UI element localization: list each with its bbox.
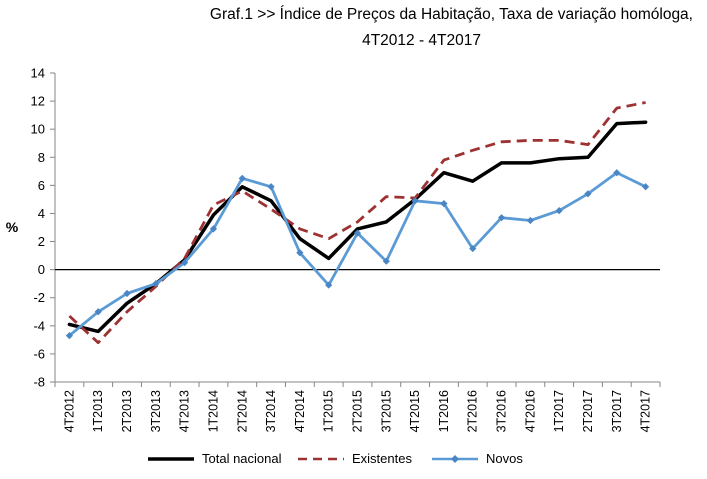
y-tick-label: 0 — [38, 262, 45, 277]
x-tick-label: 2T2013 — [120, 390, 134, 432]
legend-label: Existentes — [352, 451, 412, 466]
chart-subtitle: 4T2012 - 4T2017 — [362, 32, 481, 49]
y-tick-label: 2 — [38, 234, 45, 249]
legend-swatch-total-nacional — [148, 456, 194, 461]
x-tick-label: 2T2016 — [466, 390, 480, 432]
chart-legend: Total nacional Existentes Novos — [0, 451, 707, 475]
series-line-novos — [68, 171, 647, 338]
x-tick-label: 4T2016 — [523, 390, 537, 432]
x-tick-label: 3T2016 — [495, 390, 509, 432]
y-tick-label: 10 — [31, 122, 45, 137]
y-axis-label: % — [6, 219, 19, 235]
x-tick-label: 1T2017 — [552, 390, 566, 432]
y-tick-label: 6 — [38, 178, 45, 193]
series-line-existentes — [68, 101, 646, 345]
data-point-novos — [526, 216, 534, 225]
x-tick-label: 1T2016 — [437, 390, 451, 432]
x-tick-label: 4T2015 — [408, 390, 422, 432]
chart-series-layer — [65, 101, 650, 345]
x-tick-label: 2T2015 — [351, 390, 365, 432]
data-point-novos — [469, 244, 477, 253]
chart-axes: -8 -6 -4 -2 0 2 4 6 8 10 12 14 4T2012 1T2013 2T2013 3T2… — [31, 66, 661, 432]
data-point-novos — [65, 332, 74, 340]
data-point-novos — [641, 183, 650, 191]
y-tick-label: -2 — [33, 290, 45, 305]
x-tick-label: 2T2017 — [581, 390, 595, 432]
data-point-novos — [94, 308, 102, 316]
data-point-novos — [353, 229, 362, 237]
x-tick-label: 1T2013 — [91, 390, 105, 432]
data-point-novos — [497, 214, 506, 222]
data-point-novos — [152, 280, 160, 288]
x-tick-label: 3T2015 — [379, 390, 393, 432]
chart-title-line: Graf.1 >> Índice de Preços da Habitação,… — [209, 6, 693, 23]
y-tick-label: 8 — [38, 150, 45, 165]
legend-item-existentes: Existentes — [298, 451, 412, 466]
data-point-novos — [238, 174, 246, 182]
legend-item-novos: Novos — [432, 451, 523, 466]
data-point-novos — [296, 249, 304, 257]
data-point-novos — [411, 197, 419, 205]
legend-item-total-nacional: Total nacional — [148, 451, 282, 466]
x-tick-label: 3T2017 — [610, 390, 624, 432]
data-point-novos — [382, 257, 390, 265]
x-tick-label: 3T2014 — [264, 390, 278, 432]
y-tick-label: -4 — [33, 318, 45, 333]
data-point-novos — [181, 259, 189, 267]
data-point-novos — [584, 190, 592, 198]
x-tick-label: 3T2013 — [149, 390, 163, 432]
y-tick-label: 4 — [38, 206, 45, 221]
legend-swatch-existentes — [298, 457, 344, 460]
x-tick-label: 4T2017 — [639, 390, 653, 432]
y-tick-label: 12 — [31, 94, 45, 109]
data-point-novos — [267, 183, 275, 191]
x-tick-label: 4T2013 — [178, 390, 192, 432]
data-point-novos — [209, 225, 218, 233]
data-point-novos — [325, 281, 333, 289]
x-tick-label: 2T2014 — [235, 390, 249, 432]
legend-label: Novos — [486, 451, 523, 466]
x-tick-label: 4T2012 — [62, 390, 76, 432]
series-line-total-nacional — [67, 120, 648, 334]
x-tick-label: 1T2015 — [322, 390, 336, 432]
legend-label: Total nacional — [202, 451, 282, 466]
legend-swatch-novos — [432, 454, 478, 463]
x-tick-label: 4T2014 — [293, 390, 307, 432]
y-tick-label: 14 — [31, 66, 45, 81]
y-tick-label: -8 — [33, 375, 45, 390]
data-point-novos — [613, 169, 621, 177]
y-tick-label: -6 — [33, 346, 45, 361]
data-point-novos — [555, 207, 563, 215]
data-point-novos — [440, 200, 448, 208]
data-point-novos — [123, 289, 131, 298]
x-tick-label: 1T2014 — [206, 390, 220, 432]
